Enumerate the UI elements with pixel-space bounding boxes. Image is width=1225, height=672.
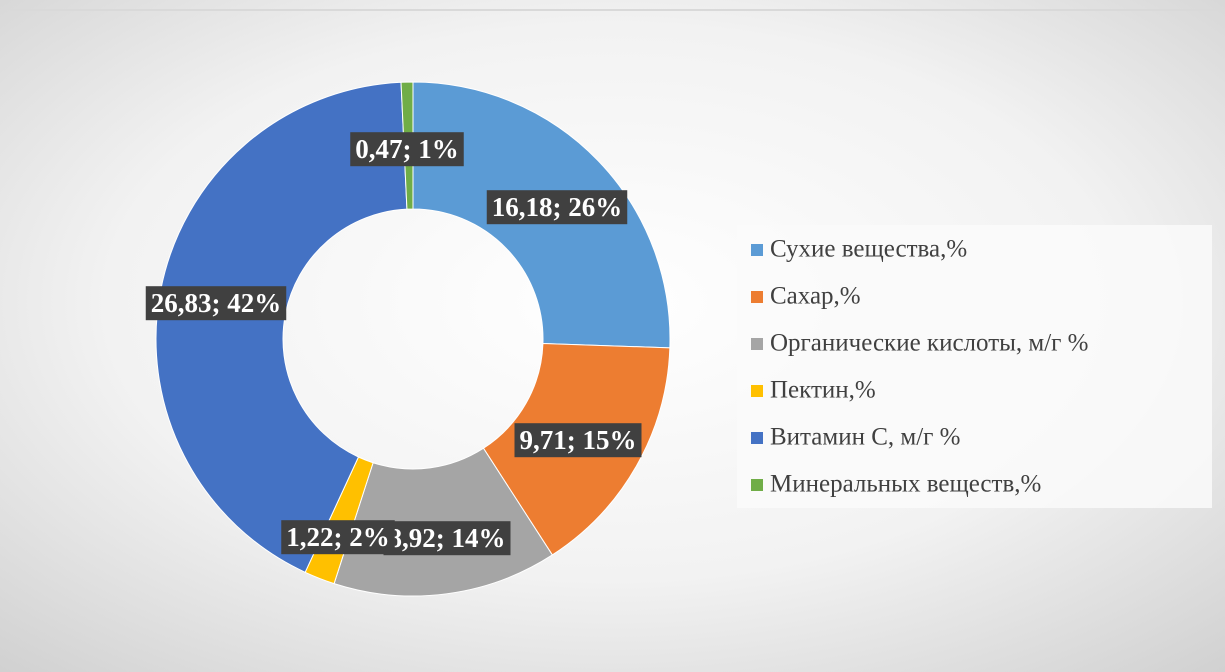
data-label-box [514,423,642,458]
doughnut-segment [155,81,408,573]
legend-swatch [751,338,763,350]
data-label: 8,92; 14% [389,523,506,553]
data-label: 9,71; 15% [520,425,637,455]
legend-box [737,225,1212,508]
data-label-box [281,520,395,555]
data-label: 1,22; 2% [286,522,390,552]
legend-label: Сахар,% [770,283,861,310]
legend-swatch [751,432,763,444]
legend-label: Органические кислоты, м/г % [770,330,1089,357]
data-label-box [350,132,464,167]
legend-swatch [751,479,763,491]
data-label: 16,18; 26% [492,192,623,222]
legend-swatch [751,385,763,397]
data-label: 26,83; 42% [151,288,282,318]
data-label-box [486,190,628,225]
legend-swatch [751,244,763,256]
legend-label: Витамин С, м/г % [770,424,960,451]
legend-swatch [751,291,763,303]
legend-label: Минеральных веществ,% [770,471,1041,498]
data-label-box [383,521,511,556]
legend-label: Пектин,% [770,377,876,404]
data-label: 0,47; 1% [355,134,459,164]
data-label-box [145,286,287,321]
legend-label: Сухие вещества,% [770,236,967,263]
